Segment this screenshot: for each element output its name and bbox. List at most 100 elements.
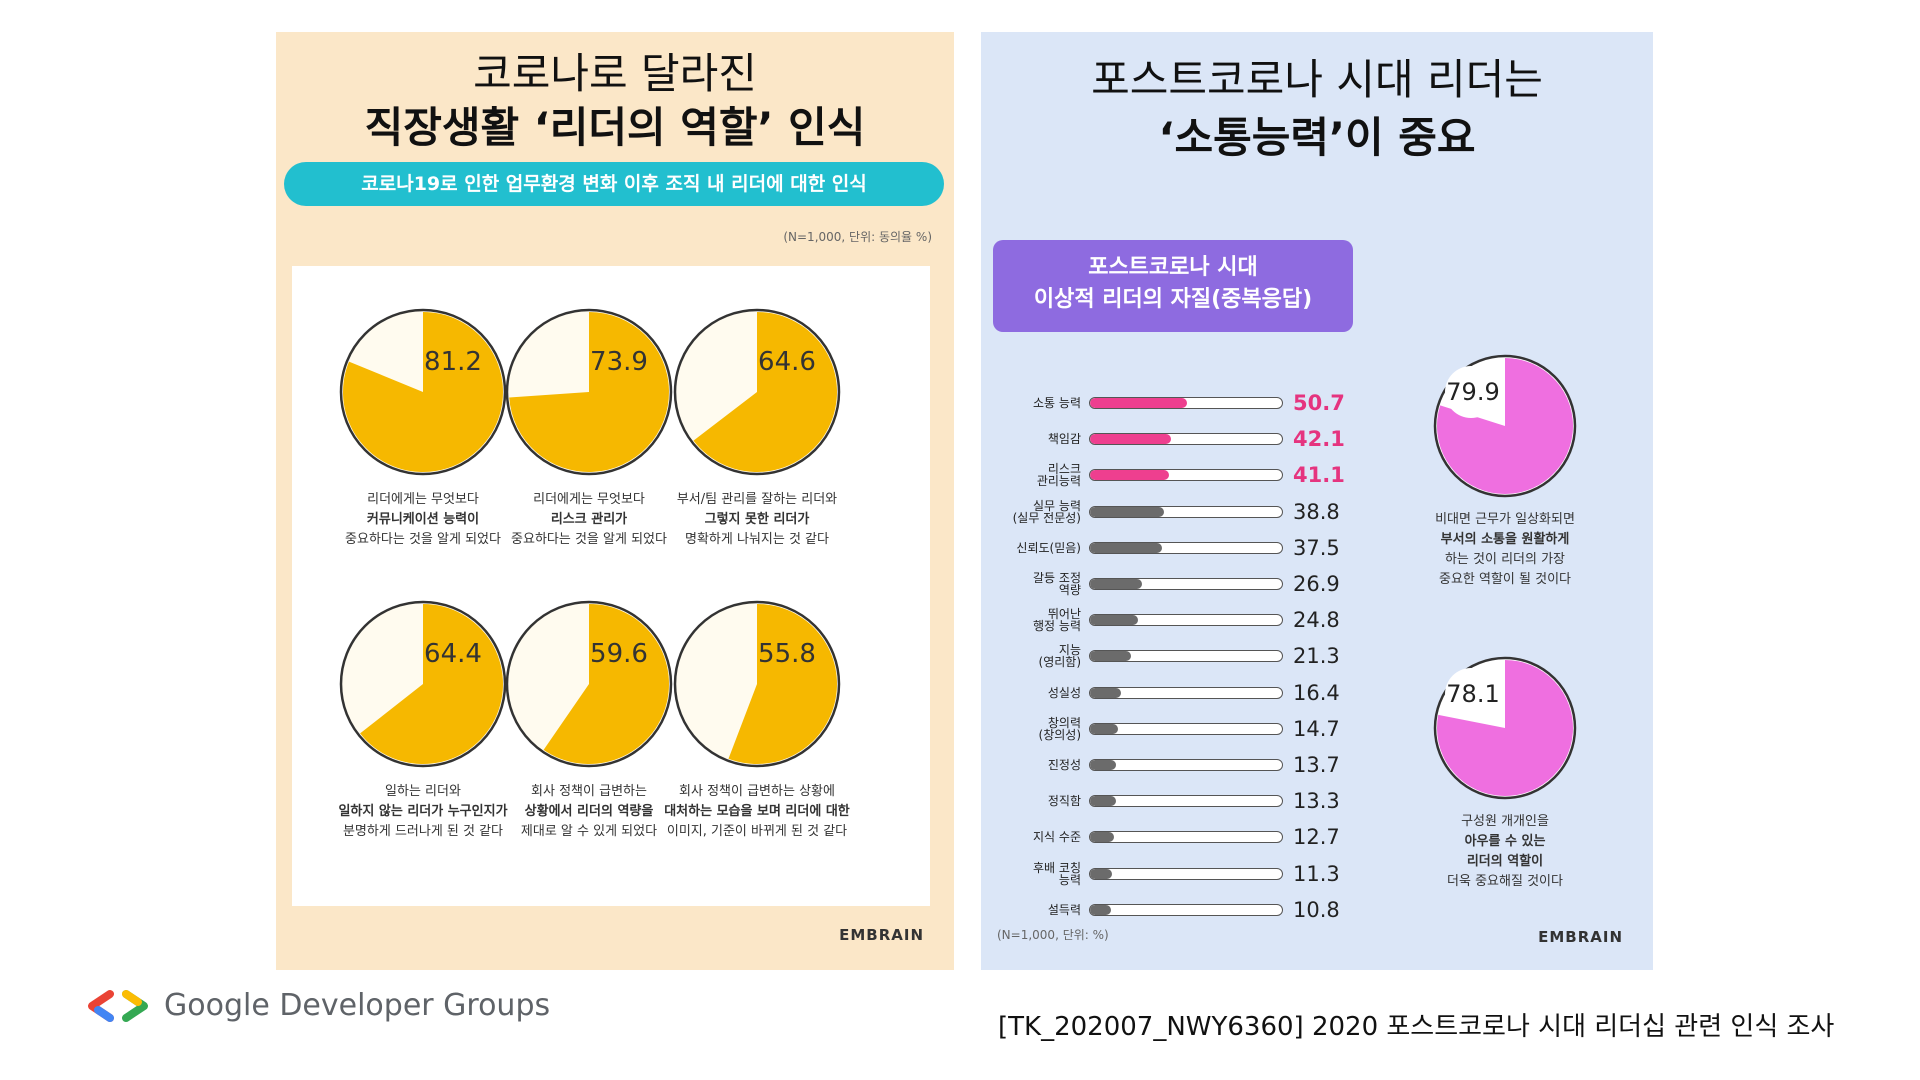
bar-track xyxy=(1089,686,1283,699)
ring-label-bg xyxy=(1445,366,1497,418)
pie-slice xyxy=(693,312,837,472)
ring-2-caption-line: 구성원 개개인을 xyxy=(1461,814,1549,829)
ring-1-caption-line: 하는 것이 리더의 가장 xyxy=(1444,552,1566,567)
right-title-line1: 포스트코로나 시대 리더는 xyxy=(1091,55,1543,104)
bar-category-label-line: 갈등 조정 xyxy=(1033,571,1081,585)
pie-caption-line: 회사 정책이 급변하는 상황에 xyxy=(679,784,835,799)
pie-caption-line: 상황에서 리더의 역량을 xyxy=(524,804,654,819)
bar-value-label: 26.9 xyxy=(1293,572,1340,596)
bar xyxy=(1090,542,1162,553)
bar-category-label-line: 뛰어난 xyxy=(1047,607,1081,622)
bar-value-label: 41.1 xyxy=(1293,463,1345,488)
right-embrain-logo: EMBRAIN xyxy=(1538,928,1623,946)
pie-caption-line: 리스크 관리가 xyxy=(550,512,628,527)
bar-category-label-line: 성실성 xyxy=(1047,685,1081,700)
gdg-logo: Google Developer Groups xyxy=(84,986,550,1026)
pie-value-label: 64.6 xyxy=(758,347,816,377)
pie-value-label: 55.8 xyxy=(758,639,816,669)
pie-chart: 59.6 xyxy=(505,600,673,768)
left-infographic-panel: 코로나로 달라진 직장생활 ‘리더의 역할’ 인식 코로나19로 인한 업무환경… xyxy=(276,32,954,970)
bar-category-label-line: (영리함) xyxy=(1038,655,1081,670)
bar-track xyxy=(1089,722,1283,735)
pie-chart: 64.4 xyxy=(339,600,507,768)
bar-category-label-line: 지능 xyxy=(1058,643,1081,658)
ring-1-caption-line: 비대면 근무가 일상화되면 xyxy=(1435,512,1575,527)
pie-caption: 부서/팀 관리를 잘하는 리더와 그렇지 못한 리더가 명확하게 나눠지는 것 같다 xyxy=(652,490,862,550)
bar-row: 지능 (영리함) 21.3 xyxy=(989,641,1349,671)
pie-caption-line: 중요하다는 것을 알게 되었다 xyxy=(511,532,667,547)
bar-value-label: 13.7 xyxy=(1293,753,1340,777)
pie-slice xyxy=(728,604,837,764)
bar-row: 설득력 10.8 xyxy=(989,895,1349,925)
ring-value-label: 78.1 xyxy=(1446,680,1499,708)
pie-item: 64.4 일하는 리더와 일하지 않는 리더가 누구인지가 분명하게 드러나게 된 것… xyxy=(318,594,528,842)
pie-value-label: 64.4 xyxy=(424,639,482,669)
bar-value-label: 50.7 xyxy=(1293,391,1345,415)
bar-row: 정직함 13.3 xyxy=(989,786,1349,816)
bar-value-label: 24.8 xyxy=(1293,608,1340,633)
pie-value-label: 59.6 xyxy=(590,639,648,669)
chart-title-line1: 포스트코로나 시대 xyxy=(1088,255,1258,280)
bar-track xyxy=(1089,650,1283,663)
bar-category-label: 성실성 xyxy=(989,687,1081,699)
bar-category-label-line: 창의력 xyxy=(1047,715,1081,730)
bar-category-label: 정직함 xyxy=(989,795,1081,807)
bar-category-label: 리스크 관리능력 xyxy=(989,463,1081,487)
pie-caption: 일하는 리더와 일하지 않는 리더가 누구인지가 분명하게 드러나게 된 것 같다 xyxy=(318,782,528,842)
bar-category-label-line: 역량 xyxy=(1058,583,1081,597)
bar-row: 후배 코칭 능력 11.3 xyxy=(989,859,1349,889)
bar-category-label: 뛰어난 행정 능력 xyxy=(989,608,1081,632)
right-infographic-panel: 포스트코로나 시대 리더는 ‘소통능력’이 중요 포스트코로나 시대 이상적 리… xyxy=(981,32,1653,970)
pie-chart: 64.6 xyxy=(673,308,841,476)
left-title-line1: 코로나로 달라진 xyxy=(473,49,757,98)
bar-row: 지식 수준 12.7 xyxy=(989,822,1349,852)
bar-value-label: 16.4 xyxy=(1293,680,1340,705)
bar-row: 창의력 (창의성) 14.7 xyxy=(989,714,1349,744)
bar-category-label: 지능 (영리함) xyxy=(989,644,1081,668)
pie-chart: 81.2 xyxy=(339,308,507,476)
bar-row: 실무 능력 (실무 전문성) 38.8 xyxy=(989,497,1349,527)
bar-category-label: 설득력 xyxy=(989,904,1081,916)
bar-track xyxy=(1089,505,1283,518)
bar-track xyxy=(1089,759,1283,771)
pie-caption-line: 명확하게 나눠지는 것 같다 xyxy=(685,532,829,547)
bar-track xyxy=(1089,903,1283,916)
pie-chart: 55.8 xyxy=(673,600,841,768)
pie-caption: 리더에게는 무엇보다 커뮤니케이션 능력이 중요하다는 것을 알게 되었다 xyxy=(318,490,528,550)
bar-category-label: 후배 코칭 능력 xyxy=(989,862,1081,886)
source-caption: [TK_202007_NWY6360] 2020 포스트코로나 시대 리더십 관… xyxy=(998,1012,1835,1042)
left-title-line2: 직장생활 ‘리더의 역할’ 인식 xyxy=(364,103,866,152)
bar-category-label: 소통 능력 xyxy=(989,397,1081,409)
bar-row: 성실성 16.4 xyxy=(989,678,1349,708)
right-title-line2: ‘소통능력’이 중요 xyxy=(1158,113,1476,162)
bar xyxy=(1090,434,1171,445)
pie-caption-line: 리더에게는 무엇보다 xyxy=(367,492,479,507)
bar-track xyxy=(1089,578,1283,590)
bar xyxy=(1090,651,1131,662)
pie-caption-line: 이미지, 기준이 바뀌게 된 것 같다 xyxy=(666,824,848,839)
pie-slice xyxy=(543,604,669,764)
bar-category-label-line: 진정성 xyxy=(1047,758,1081,772)
bar-value-label: 38.8 xyxy=(1293,499,1340,524)
ring-1-caption-line: 부서의 소통을 원활하게 xyxy=(1440,532,1570,547)
pie-caption-line: 제대로 알 수 있게 되었다 xyxy=(520,824,658,839)
bar-category-label-line: 설득력 xyxy=(1047,902,1081,917)
bar xyxy=(1090,723,1119,734)
bar-value-label: 12.7 xyxy=(1293,825,1340,850)
ring-1-caption-line: 중요한 역할이 될 것이다 xyxy=(1439,572,1571,587)
ring-2-caption-line: 리더의 역할이 xyxy=(1466,854,1544,869)
bar xyxy=(1090,832,1115,843)
bar-value-label: 21.3 xyxy=(1293,644,1340,669)
bar-category-label-line: 능력 xyxy=(1058,872,1081,887)
right-note: (N=1,000, 단위: %) xyxy=(997,928,1109,942)
bar xyxy=(1090,470,1169,481)
left-circles-area: 81.2 리더에게는 무엇보다 커뮤니케이션 능력이 중요하다는 것을 알게 되었다 7… xyxy=(292,266,930,906)
bar-row: 소통 능력 50.7 xyxy=(989,388,1349,418)
bar-category-label-line: 소통 능력 xyxy=(1033,396,1081,410)
ring-1: 79.9 xyxy=(1431,352,1579,504)
pie-item: 59.6 회사 정책이 급변하는 상황에서 리더의 역량을 제대로 알 수 있게 되었… xyxy=(484,594,694,842)
pie-item: 73.9 리더에게는 무엇보다 리스크 관리가 중요하다는 것을 알게 되었다 xyxy=(484,302,694,550)
pie-caption-line: 대처하는 모습을 보며 리더에 대한 xyxy=(664,804,850,819)
